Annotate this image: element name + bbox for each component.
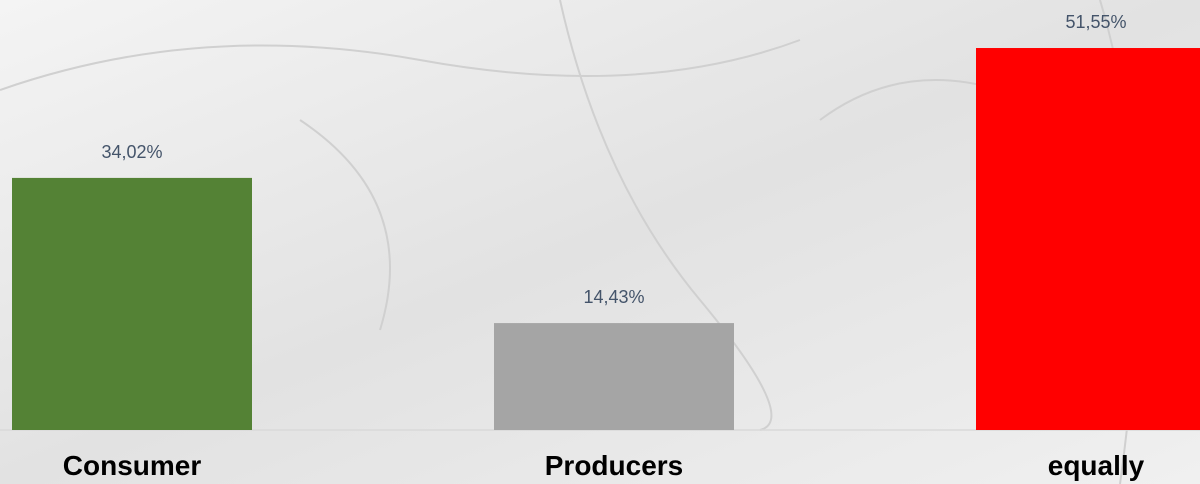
category-label: equally — [1048, 450, 1145, 481]
bar — [976, 48, 1200, 431]
bar — [494, 323, 734, 430]
category-label: Consumer — [63, 450, 202, 481]
value-label: 14,43% — [583, 287, 644, 307]
category-label: Producers — [545, 450, 684, 481]
bar — [12, 177, 252, 430]
value-label: 34,02% — [101, 142, 162, 162]
background-sketch — [0, 0, 1137, 484]
value-label: 51,55% — [1065, 12, 1126, 32]
